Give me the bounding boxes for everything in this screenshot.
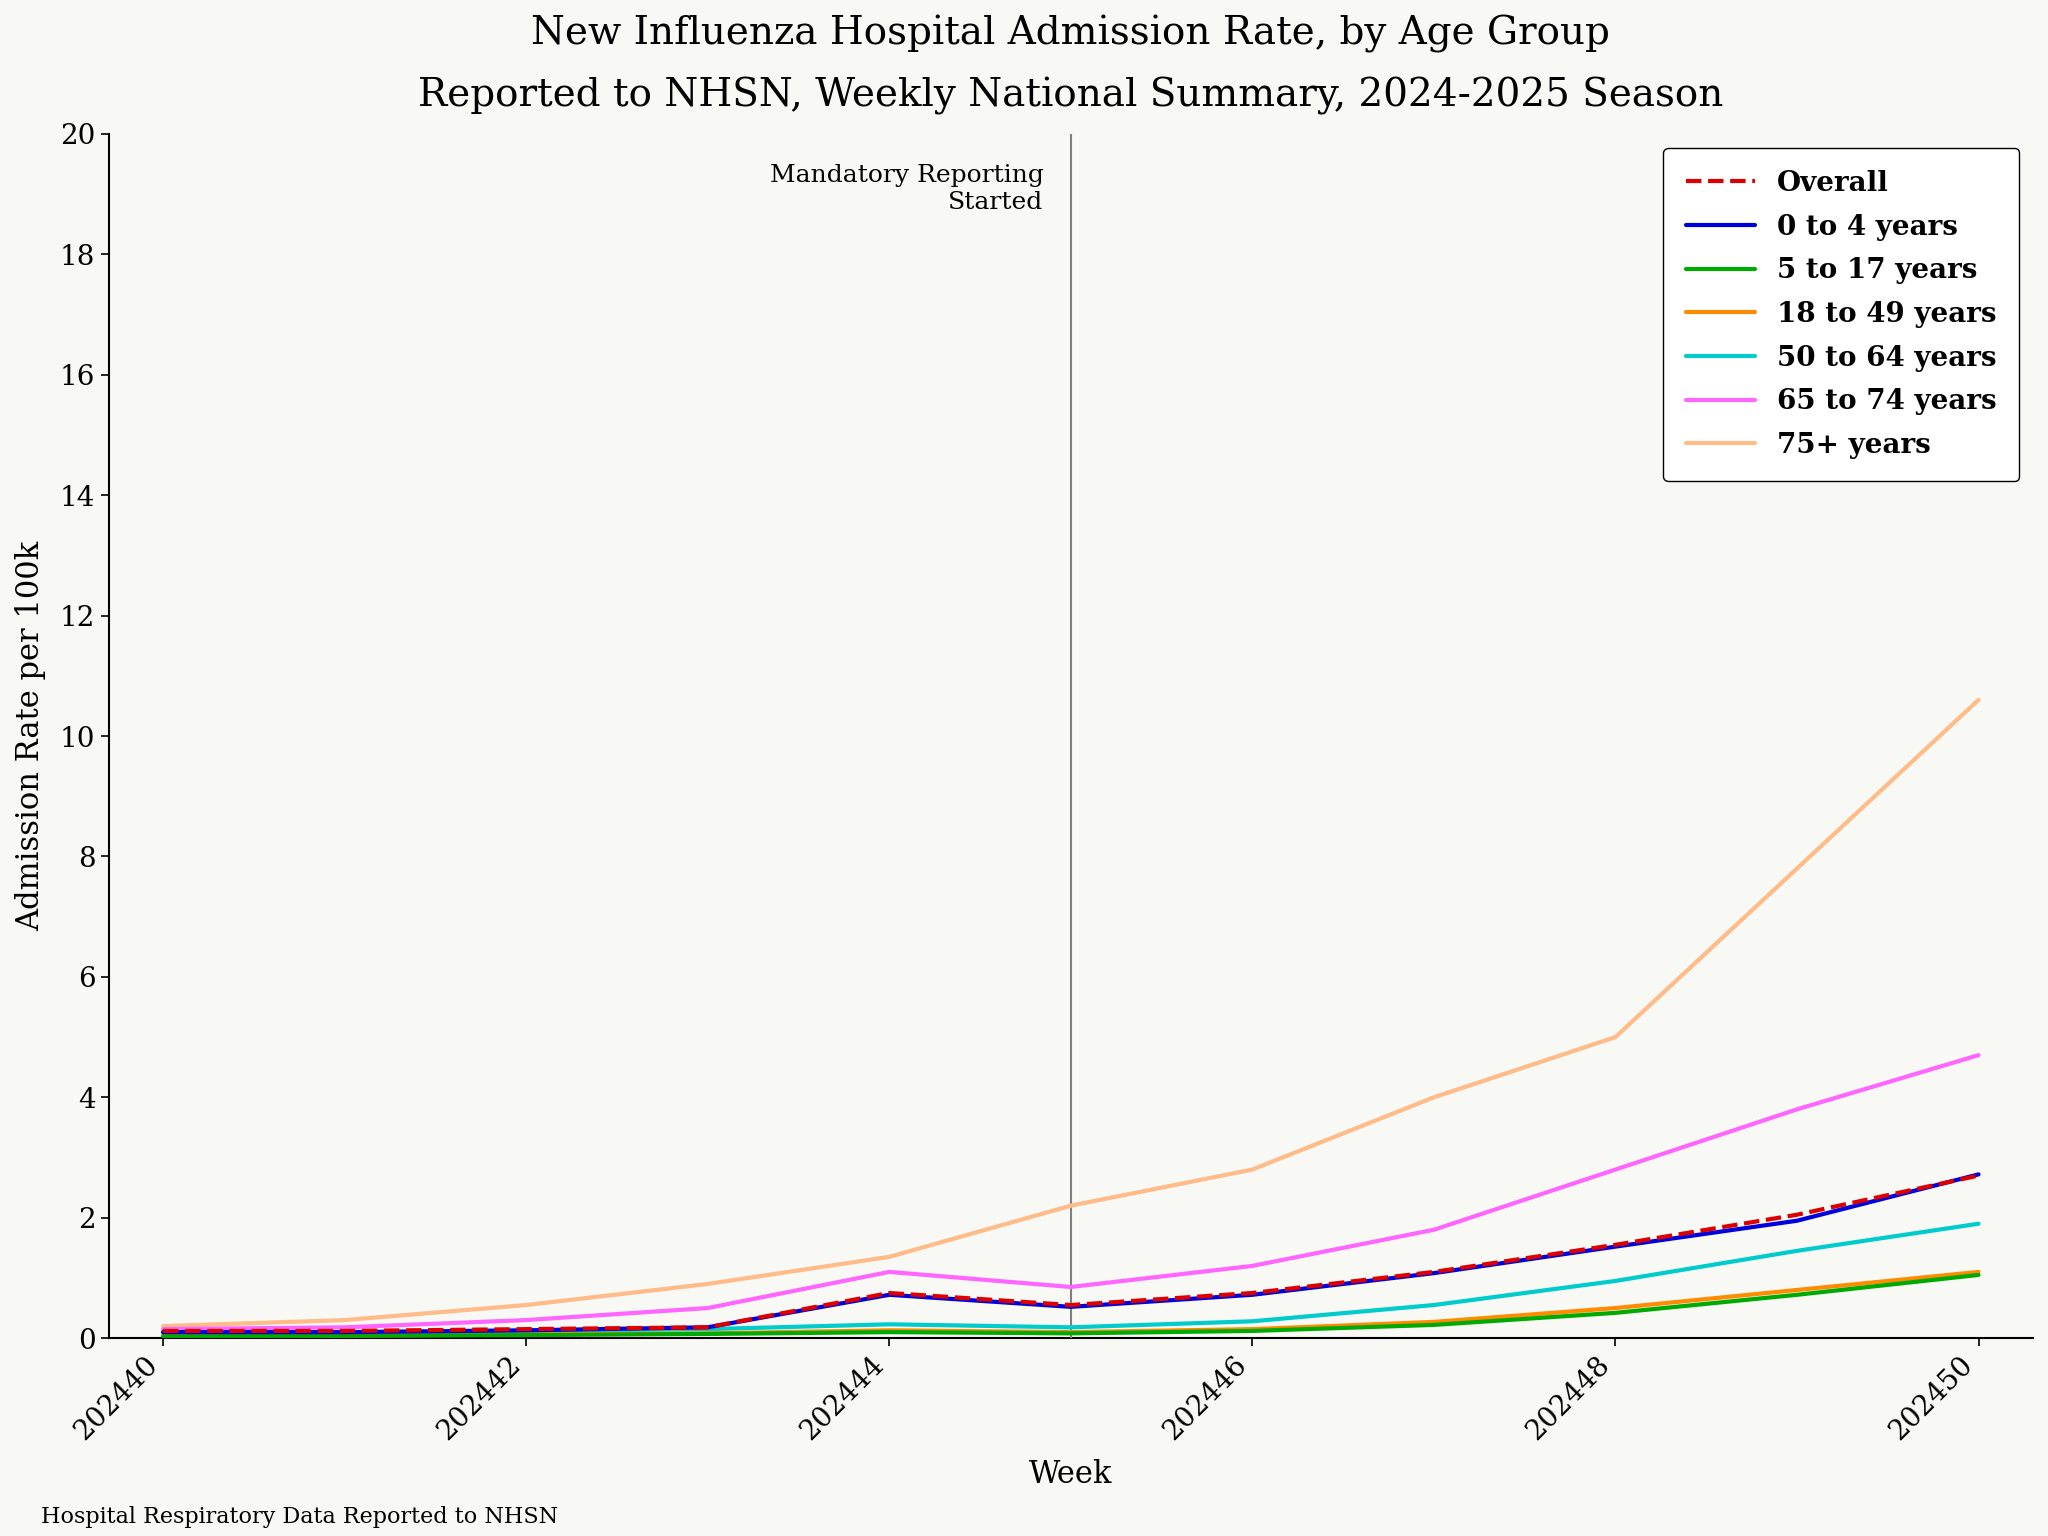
Overall — [1421, 1263, 1446, 1281]
0 to 4 years — [514, 1321, 539, 1339]
65 to 74 years — [1421, 1221, 1446, 1240]
Line: 0 to 4 years: 0 to 4 years — [164, 1175, 1978, 1332]
50 to 64 years — [514, 1321, 539, 1339]
65 to 74 years — [152, 1319, 176, 1338]
75+ years — [1604, 1028, 1628, 1046]
65 to 74 years — [1966, 1046, 1991, 1064]
50 to 64 years — [1604, 1272, 1628, 1290]
75+ years — [1239, 1160, 1264, 1178]
Overall — [877, 1284, 901, 1303]
Overall — [1239, 1284, 1264, 1303]
50 to 64 years — [1966, 1215, 1991, 1233]
5 to 17 years — [152, 1327, 176, 1346]
0 to 4 years — [332, 1322, 356, 1341]
18 to 49 years — [514, 1326, 539, 1344]
0 to 4 years — [1421, 1264, 1446, 1283]
Overall — [1966, 1166, 1991, 1184]
18 to 49 years — [1784, 1281, 1808, 1299]
Text: Mandatory Reporting
Started: Mandatory Reporting Started — [770, 164, 1044, 214]
65 to 74 years — [1059, 1278, 1083, 1296]
18 to 49 years — [1421, 1313, 1446, 1332]
0 to 4 years — [152, 1322, 176, 1341]
50 to 64 years — [877, 1315, 901, 1333]
Line: 5 to 17 years: 5 to 17 years — [164, 1275, 1978, 1336]
75+ years — [1059, 1197, 1083, 1215]
65 to 74 years — [877, 1263, 901, 1281]
50 to 64 years — [1784, 1241, 1808, 1260]
5 to 17 years — [877, 1322, 901, 1341]
65 to 74 years — [514, 1310, 539, 1329]
Line: 18 to 49 years: 18 to 49 years — [164, 1272, 1978, 1336]
50 to 64 years — [332, 1324, 356, 1342]
5 to 17 years — [1966, 1266, 1991, 1284]
5 to 17 years — [1784, 1286, 1808, 1304]
75+ years — [514, 1296, 539, 1315]
Legend: Overall, 0 to 4 years, 5 to 17 years, 18 to 49 years, 50 to 64 years, 65 to 74 y: Overall, 0 to 4 years, 5 to 17 years, 18… — [1663, 147, 2019, 481]
5 to 17 years — [1604, 1304, 1628, 1322]
18 to 49 years — [1059, 1322, 1083, 1341]
Overall — [1604, 1235, 1628, 1253]
Overall — [1784, 1206, 1808, 1224]
Line: Overall: Overall — [164, 1175, 1978, 1330]
65 to 74 years — [1784, 1100, 1808, 1118]
50 to 64 years — [1239, 1312, 1264, 1330]
75+ years — [877, 1247, 901, 1266]
18 to 49 years — [152, 1327, 176, 1346]
18 to 49 years — [1604, 1299, 1628, 1318]
75+ years — [696, 1275, 721, 1293]
75+ years — [152, 1316, 176, 1335]
Line: 65 to 74 years: 65 to 74 years — [164, 1055, 1978, 1329]
65 to 74 years — [696, 1299, 721, 1318]
5 to 17 years — [1059, 1324, 1083, 1342]
18 to 49 years — [332, 1327, 356, 1346]
0 to 4 years — [1239, 1286, 1264, 1304]
Title: New Influenza Hospital Admission Rate, by Age Group
Reported to NHSN, Weekly Nat: New Influenza Hospital Admission Rate, b… — [418, 15, 1724, 115]
75+ years — [332, 1310, 356, 1329]
65 to 74 years — [1604, 1160, 1628, 1178]
0 to 4 years — [696, 1318, 721, 1336]
5 to 17 years — [696, 1324, 721, 1342]
50 to 64 years — [152, 1324, 176, 1342]
Y-axis label: Admission Rate per 100k: Admission Rate per 100k — [14, 541, 45, 931]
Overall — [514, 1319, 539, 1338]
5 to 17 years — [332, 1327, 356, 1346]
Overall — [332, 1321, 356, 1339]
Overall — [1059, 1296, 1083, 1315]
5 to 17 years — [514, 1326, 539, 1344]
0 to 4 years — [1604, 1238, 1628, 1256]
75+ years — [1966, 691, 1991, 710]
5 to 17 years — [1421, 1316, 1446, 1335]
65 to 74 years — [332, 1318, 356, 1336]
18 to 49 years — [877, 1321, 901, 1339]
Text: Hospital Respiratory Data Reported to NHSN: Hospital Respiratory Data Reported to NH… — [41, 1507, 559, 1528]
18 to 49 years — [1966, 1263, 1991, 1281]
0 to 4 years — [1966, 1166, 1991, 1184]
5 to 17 years — [1239, 1321, 1264, 1339]
75+ years — [1421, 1087, 1446, 1106]
Overall — [152, 1321, 176, 1339]
Overall — [696, 1318, 721, 1336]
Line: 75+ years: 75+ years — [164, 700, 1978, 1326]
0 to 4 years — [1059, 1298, 1083, 1316]
50 to 64 years — [1421, 1296, 1446, 1315]
X-axis label: Week: Week — [1028, 1459, 1112, 1490]
0 to 4 years — [877, 1286, 901, 1304]
65 to 74 years — [1239, 1256, 1264, 1275]
50 to 64 years — [1059, 1318, 1083, 1336]
75+ years — [1784, 859, 1808, 877]
50 to 64 years — [696, 1319, 721, 1338]
Line: 50 to 64 years: 50 to 64 years — [164, 1224, 1978, 1333]
0 to 4 years — [1784, 1212, 1808, 1230]
18 to 49 years — [696, 1324, 721, 1342]
18 to 49 years — [1239, 1319, 1264, 1338]
